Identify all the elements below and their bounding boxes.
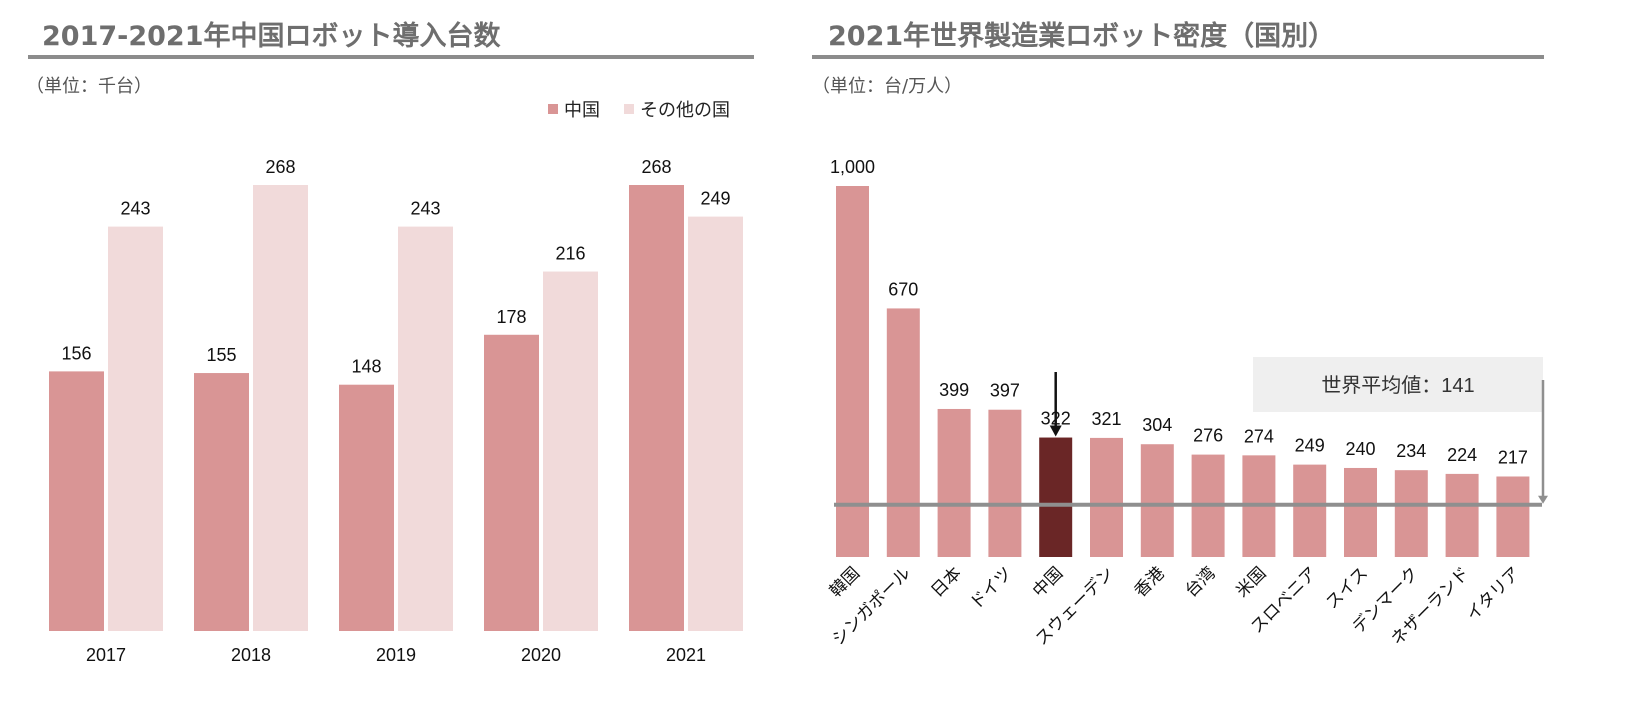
data-label-韓国: 1,000 xyxy=(830,157,875,177)
x-tick-label-2018: 2018 xyxy=(231,645,271,665)
data-label-デンマーク: 234 xyxy=(1396,441,1426,461)
bar-香港 xyxy=(1140,444,1174,557)
bar-2021-0 xyxy=(629,185,684,631)
legend-swatch-other xyxy=(624,104,634,114)
bar-中国 xyxy=(1039,437,1073,557)
bar-2019-1 xyxy=(398,226,453,631)
x-tick-label-香港: 香港 xyxy=(1131,563,1168,600)
data-label-シンガポール: 670 xyxy=(888,279,918,299)
average-arrow-head xyxy=(1538,495,1548,504)
data-label-ドイツ: 397 xyxy=(990,381,1020,401)
data-label-2020-1: 216 xyxy=(555,244,585,264)
bar-2020-0 xyxy=(484,334,539,631)
legend-label-china: 中国 xyxy=(564,100,600,121)
data-label-日本: 399 xyxy=(939,380,969,400)
x-tick-label-2020: 2020 xyxy=(521,645,561,665)
bar-2019-0 xyxy=(339,384,394,631)
left-chart-title: 2017-2021年中国ロボット導入台数 xyxy=(42,21,501,52)
bar-デンマーク xyxy=(1394,470,1428,557)
bar-2017-0 xyxy=(49,371,104,631)
data-label-スロベニア: 249 xyxy=(1295,436,1325,456)
data-label-2019-1: 243 xyxy=(410,199,440,219)
bar-ドイツ xyxy=(988,409,1022,557)
bar-2018-1 xyxy=(253,185,308,631)
left-bar-chart: 156 243 2017 155 268 2018 148 243 2019 178 216 2020… xyxy=(49,157,743,665)
bar-ネザーランド xyxy=(1445,473,1479,557)
bar-イタリア xyxy=(1496,476,1530,557)
bar-スウェーデン xyxy=(1090,437,1123,557)
right-unit-label: （単位：台/万人） xyxy=(812,76,963,97)
data-label-2018-0: 155 xyxy=(206,345,236,365)
x-tick-label-ドイツ: ドイツ xyxy=(966,563,1015,612)
right-bar-chart: 1,000韓国670シンガポール399日本397ドイツ322中国321スウェーデ… xyxy=(826,157,1548,649)
legend-label-other: その他の国 xyxy=(640,100,730,121)
bar-2018-0 xyxy=(194,373,249,631)
right-chart-title: 2021年世界製造業ロボット密度（国別） xyxy=(828,21,1336,52)
legend-swatch-china xyxy=(548,104,558,114)
x-tick-label-2021: 2021 xyxy=(666,645,706,665)
x-tick-label-米国: 米国 xyxy=(1232,563,1269,600)
bar-2021-1 xyxy=(688,216,743,632)
bar-スイス xyxy=(1344,467,1377,557)
data-label-スイス: 240 xyxy=(1345,439,1375,459)
x-tick-label-日本: 日本 xyxy=(927,563,964,600)
bar-2020-1 xyxy=(543,271,598,631)
right-title-rule xyxy=(812,55,1544,59)
data-label-2017-1: 243 xyxy=(120,199,150,219)
left-title-rule xyxy=(28,55,754,59)
highlight-arrow-head xyxy=(1049,425,1062,437)
legend-item-other: その他の国 xyxy=(624,96,730,122)
data-label-2020-0: 178 xyxy=(496,307,526,327)
x-tick-label-韓国: 韓国 xyxy=(826,563,863,600)
world-average-label-box xyxy=(1253,357,1543,412)
data-label-ネザーランド: 224 xyxy=(1447,445,1477,465)
x-tick-label-スイス: スイス xyxy=(1322,563,1371,612)
data-label-スウェーデン: 321 xyxy=(1091,409,1121,429)
legend-item-china: 中国 xyxy=(548,96,600,122)
data-label-2018-1: 268 xyxy=(265,157,295,177)
data-label-2017-0: 156 xyxy=(61,343,91,363)
x-tick-label-台湾: 台湾 xyxy=(1181,563,1218,600)
data-label-2019-0: 148 xyxy=(351,357,381,377)
data-label-香港: 304 xyxy=(1142,415,1172,435)
data-label-イタリア: 217 xyxy=(1498,447,1528,467)
bar-韓国 xyxy=(836,186,869,557)
data-label-台湾: 276 xyxy=(1193,426,1223,446)
x-tick-label-中国: 中国 xyxy=(1029,563,1066,600)
x-tick-label-イタリア: イタリア xyxy=(1463,563,1524,624)
bar-シンガポール xyxy=(886,308,920,557)
world-average-label: 世界平均値：141 xyxy=(1321,374,1474,397)
bar-スロベニア xyxy=(1293,464,1327,557)
left-legend: 中国 その他の国 xyxy=(548,96,754,122)
x-tick-label-2017: 2017 xyxy=(86,645,126,665)
data-label-2021-1: 249 xyxy=(700,189,730,209)
data-label-米国: 274 xyxy=(1244,426,1274,446)
bar-日本 xyxy=(937,408,971,557)
x-tick-label-2019: 2019 xyxy=(376,645,416,665)
bar-2017-1 xyxy=(108,226,163,631)
data-label-2021-0: 268 xyxy=(641,157,671,177)
left-unit-label: （単位：千台） xyxy=(26,76,152,97)
